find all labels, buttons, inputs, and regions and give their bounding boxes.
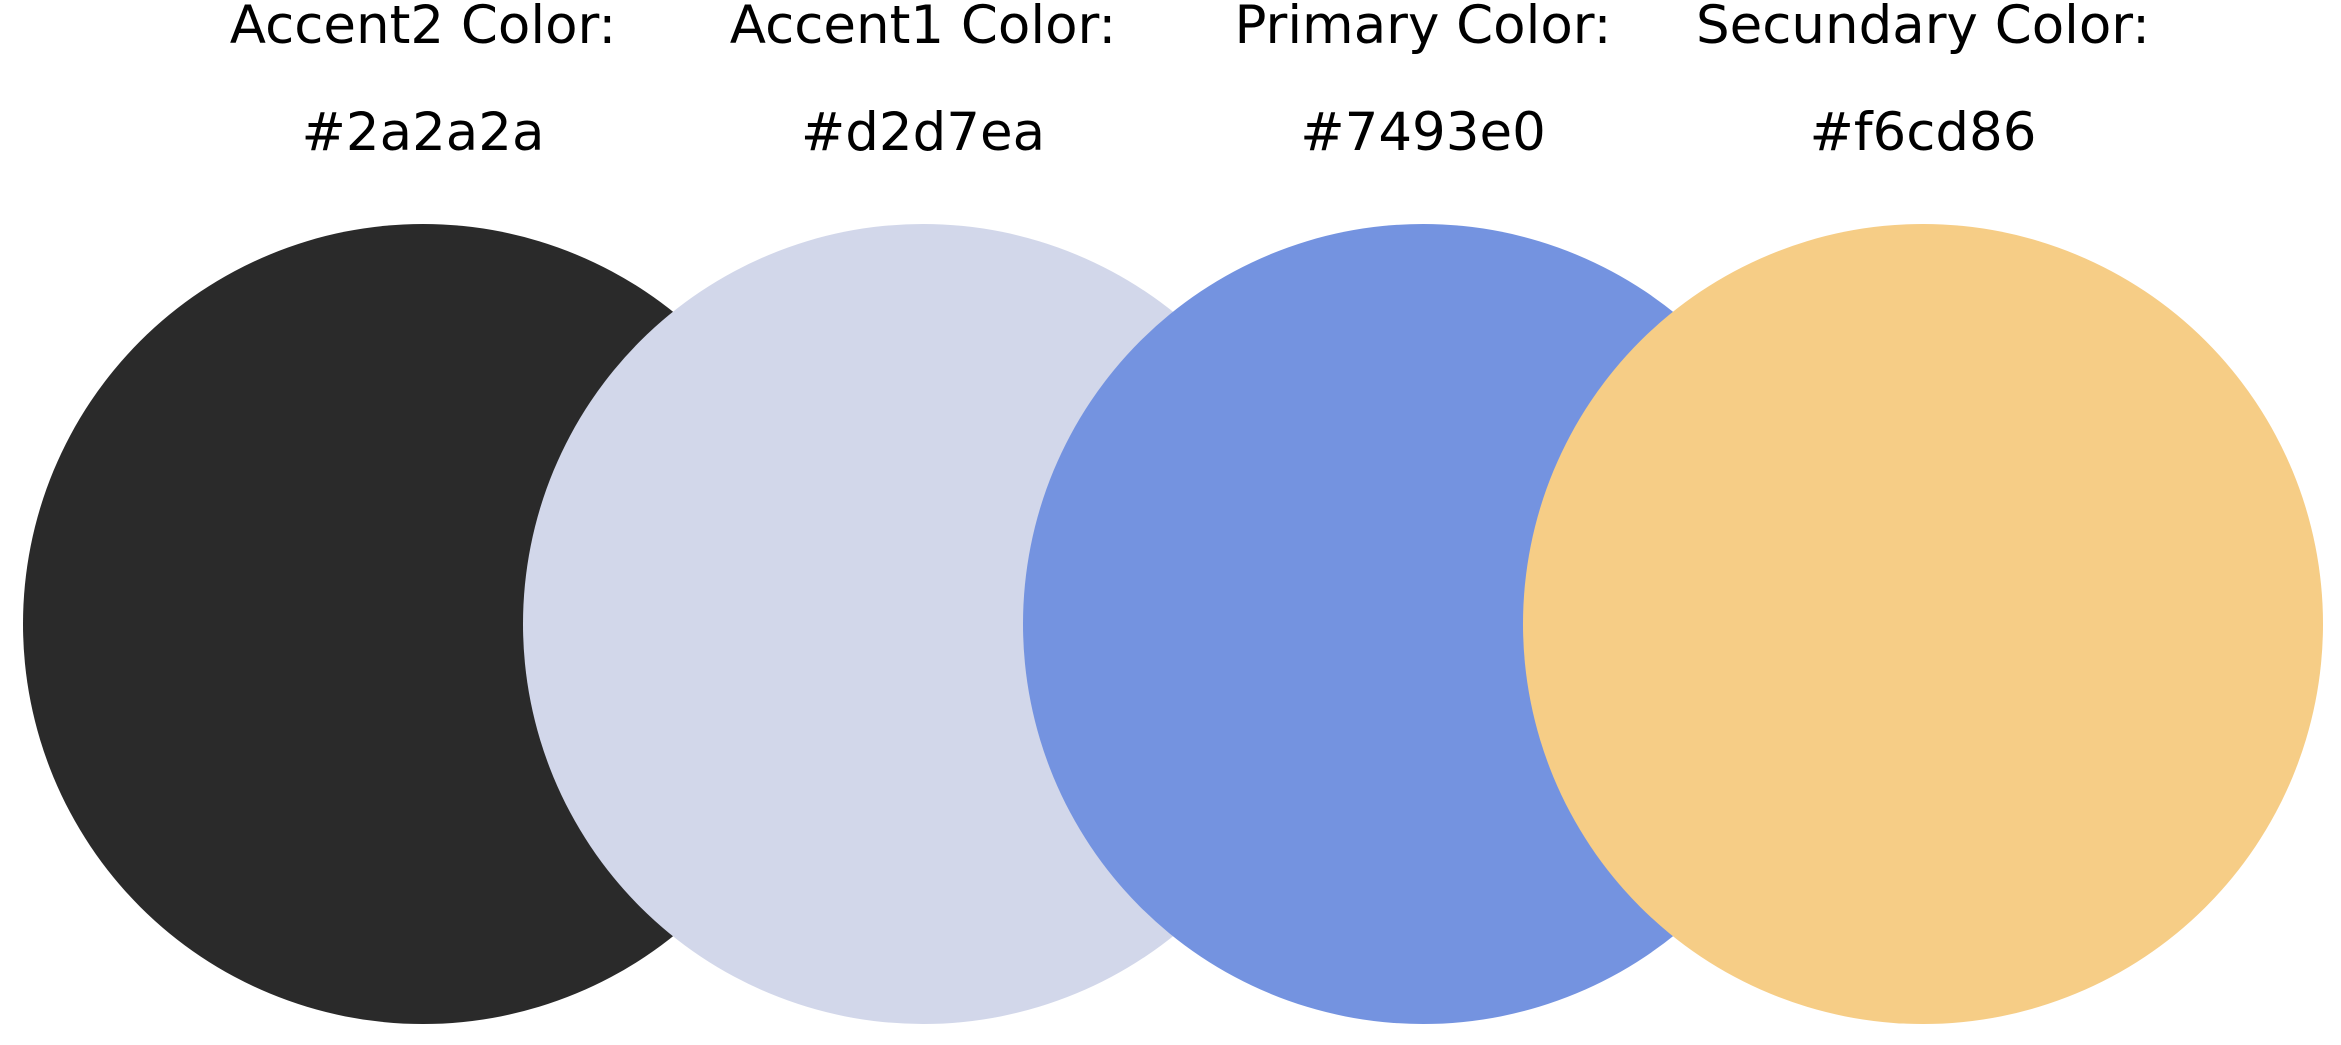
swatch-label: Accent1 Color: <box>729 0 1117 56</box>
color-circle-secondary <box>1523 224 2323 1024</box>
swatch-label: Primary Color: <box>1234 0 1612 56</box>
swatch-hex-code: #d2d7ea <box>800 102 1046 163</box>
swatch-hex-code: #7493e0 <box>1300 102 1546 163</box>
swatch-hex-code: #2a2a2a <box>301 102 545 163</box>
swatch-hex-code: #f6cd86 <box>1809 102 2037 163</box>
swatch-label: Secundary Color: <box>1696 0 2150 56</box>
swatch-secondary: Secundary Color: #f6cd86 <box>1523 0 2323 1045</box>
swatch-label: Accent2 Color: <box>229 0 617 56</box>
